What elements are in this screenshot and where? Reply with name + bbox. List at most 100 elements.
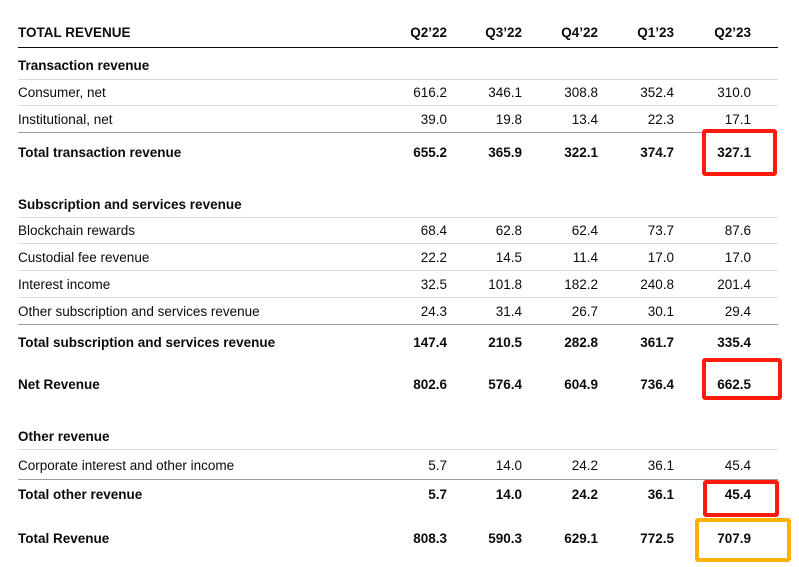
cell-value: 31.4 [495,303,522,319]
period-header: Q2’22 [410,25,447,40]
cell-value: 310.0 [717,85,751,100]
table-title: TOTAL REVENUE [18,25,131,40]
row-label: Corporate interest and other income [18,458,235,473]
section-title: Other revenue [18,428,110,444]
cell-value: 87.6 [724,223,751,238]
period-header: Q2’23 [714,25,751,40]
table-row: Institutional, net 39.0 19.8 13.4 22.3 1… [18,106,778,133]
cell-value: 361.7 [640,334,674,350]
cell-value: 22.2 [420,249,447,265]
row-label: Custodial fee revenue [18,249,150,265]
cell-value: 201.4 [717,276,751,292]
row-label: Total transaction revenue [18,144,182,160]
row-label: Consumer, net [18,85,106,100]
cell-value: 210.5 [488,334,522,350]
cell-value: 14.5 [495,249,522,265]
cell-value: 45.4 [724,487,751,502]
section-title: Transaction revenue [18,58,150,73]
highlight-box-red [702,358,782,400]
cell-value: 62.8 [495,223,522,238]
total-row: Total transaction revenue 655.2 365.9 32… [18,134,778,170]
row-label: Other subscription and services revenue [18,303,260,319]
table-header: TOTAL REVENUE Q2’22 Q3’22 Q4’22 Q1’23 Q2… [18,18,778,48]
cell-value: 22.3 [647,111,674,127]
cell-value: 39.0 [420,111,447,127]
cell-value: 590.3 [488,530,522,546]
cell-value: 346.1 [488,85,522,100]
cell-value: 308.8 [564,85,598,100]
cell-value: 182.2 [564,276,598,292]
cell-value: 17.0 [724,249,751,265]
cell-value: 36.1 [647,487,674,502]
cell-value: 147.4 [413,334,447,350]
cell-value: 14.0 [495,487,522,502]
grand-total-row: Total Revenue 808.3 590.3 629.1 772.5 70… [18,522,778,554]
cell-value: 5.7 [428,458,447,473]
cell-value: 335.4 [717,334,751,350]
cell-value: 707.9 [717,530,751,546]
cell-value: 29.4 [724,303,751,319]
section-title-row: Transaction revenue [18,52,778,80]
cell-value: 11.4 [572,249,598,265]
cell-value: 240.8 [640,276,674,292]
cell-value: 352.4 [640,85,674,100]
cell-value: 32.5 [420,276,447,292]
table-row: Other subscription and services revenue … [18,298,778,325]
cell-value: 26.7 [571,303,598,319]
cell-value: 5.7 [428,487,447,502]
cell-value: 629.1 [564,530,598,546]
period-header: Q3’22 [485,25,522,40]
cell-value: 322.1 [564,144,598,160]
cell-value: 655.2 [413,144,447,160]
table-row: Custodial fee revenue 22.2 14.5 11.4 17.… [18,244,778,271]
cell-value: 73.7 [647,223,674,238]
cell-value: 24.2 [571,458,598,473]
row-label: Total Revenue [18,530,110,546]
total-row: Total subscription and services revenue … [18,326,778,358]
cell-value: 68.4 [420,223,447,238]
net-revenue-row: Net Revenue 802.6 576.4 604.9 736.4 662.… [18,368,778,400]
row-label: Blockchain rewards [18,223,136,238]
cell-value: 30.1 [647,303,674,319]
cell-value: 604.9 [564,376,598,392]
cell-value: 13.4 [571,111,598,127]
cell-value: 14.0 [495,458,522,473]
cell-value: 736.4 [640,376,674,392]
period-header: Q1’23 [637,25,674,40]
row-label: Total other revenue [18,487,143,502]
cell-value: 327.1 [717,144,751,160]
cell-value: 101.8 [488,276,522,292]
row-label: Interest income [18,276,111,292]
cell-value: 24.2 [571,487,598,502]
row-label: Institutional, net [18,111,113,127]
table-row: Interest income 32.5 101.8 182.2 240.8 2… [18,271,778,298]
row-label: Net Revenue [18,376,100,392]
cell-value: 802.6 [413,376,447,392]
highlight-box-red [702,129,777,176]
cell-value: 808.3 [413,530,447,546]
cell-value: 17.0 [647,249,674,265]
table-row: Corporate interest and other income 5.7 … [18,452,778,480]
table-row: Consumer, net 616.2 346.1 308.8 352.4 31… [18,80,778,106]
section-title: Subscription and services revenue [18,196,242,212]
cell-value: 374.7 [640,144,674,160]
cell-value: 17.1 [724,111,751,127]
cell-value: 282.8 [564,334,598,350]
section-title-row: Subscription and services revenue [18,191,778,218]
period-header: Q4’22 [561,25,598,40]
cell-value: 616.2 [413,85,447,100]
cell-value: 19.8 [495,111,522,127]
table-row: Blockchain rewards 68.4 62.8 62.4 73.7 8… [18,218,778,244]
cell-value: 365.9 [488,144,522,160]
section-title-row: Other revenue [18,423,778,450]
cell-value: 772.5 [640,530,674,546]
cell-value: 45.4 [724,458,751,473]
cell-value: 36.1 [647,458,674,473]
cell-value: 62.4 [571,223,598,238]
cell-value: 662.5 [717,376,751,392]
highlight-box-red [703,480,779,517]
cell-value: 576.4 [488,376,522,392]
cell-value: 24.3 [420,303,447,319]
total-row: Total other revenue 5.7 14.0 24.2 36.1 4… [18,481,778,508]
highlight-box-yellow [695,518,791,562]
